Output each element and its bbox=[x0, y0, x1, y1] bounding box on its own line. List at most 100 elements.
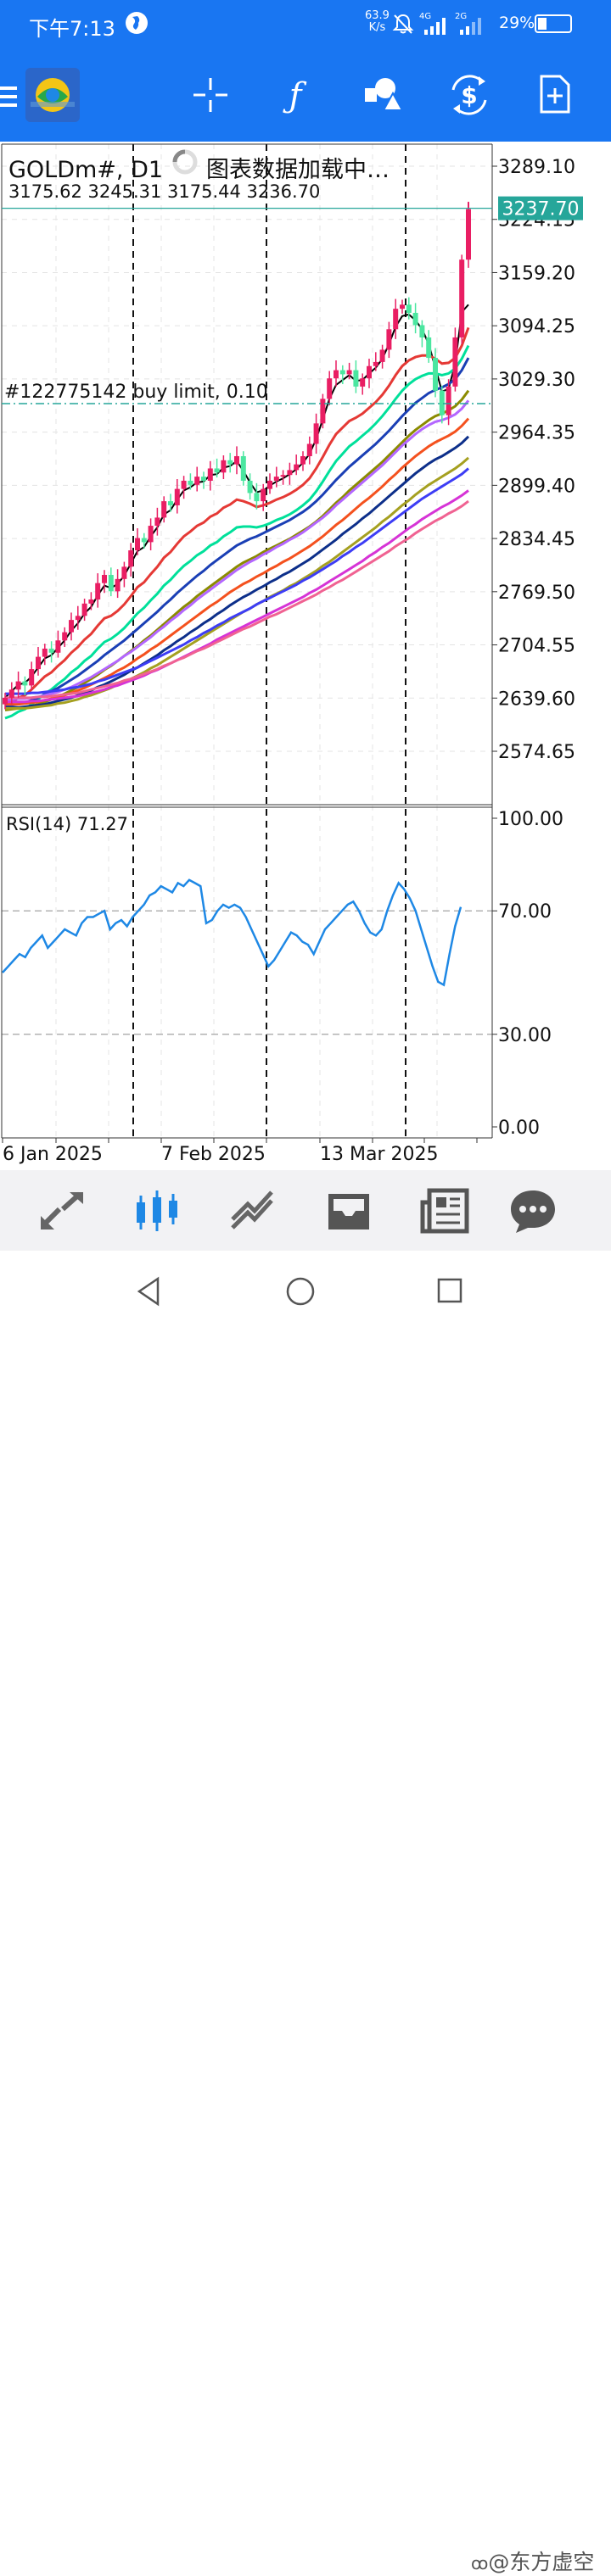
candle-body bbox=[95, 583, 101, 599]
candle-body bbox=[115, 578, 121, 592]
loading-text: 图表数据加载中… bbox=[206, 157, 390, 183]
candle-body bbox=[452, 337, 458, 387]
moving-average-line bbox=[4, 304, 469, 699]
home-icon[interactable] bbox=[285, 1276, 316, 1307]
current-price-tag bbox=[498, 196, 583, 220]
current-price-text: 3237.70 bbox=[502, 199, 580, 220]
signal-4g-icon: 4G bbox=[419, 12, 448, 36]
candle-body bbox=[214, 468, 220, 473]
candle-body bbox=[419, 325, 425, 337]
moving-average-line bbox=[5, 399, 470, 701]
candle-body bbox=[207, 468, 213, 481]
candle-body bbox=[373, 361, 378, 366]
moving-average-line bbox=[4, 326, 470, 707]
trade-tab-icon[interactable] bbox=[226, 1185, 280, 1236]
moving-average-line bbox=[5, 417, 470, 706]
candle-body bbox=[141, 538, 147, 543]
candle-body bbox=[459, 259, 465, 337]
mt-logo-icon[interactable] bbox=[25, 68, 80, 122]
candle-body bbox=[121, 566, 127, 579]
price-axis-label: 3094.25 bbox=[498, 316, 575, 337]
status-time: 下午7:13 bbox=[29, 17, 115, 41]
symbol-dollar-icon[interactable]: $ bbox=[448, 75, 490, 115]
battery-icon bbox=[535, 14, 572, 33]
news-tab-icon[interactable] bbox=[418, 1185, 472, 1236]
date-label-1: 6 Jan 2025 bbox=[3, 1144, 103, 1165]
candle-body bbox=[15, 681, 21, 690]
rsi-axis-label: 30.00 bbox=[498, 1025, 552, 1046]
candle-body bbox=[168, 501, 173, 505]
price-axis-label: 3029.30 bbox=[498, 370, 575, 391]
weibo-logo-icon: ꝏ bbox=[471, 2553, 489, 2573]
recents-icon[interactable] bbox=[436, 1277, 463, 1304]
candle-body bbox=[439, 390, 445, 415]
loading-spinner-icon bbox=[172, 149, 198, 175]
mute-icon bbox=[392, 14, 414, 34]
candle-body bbox=[386, 329, 392, 350]
signal-2g-icon: 2G bbox=[455, 12, 484, 36]
candle-body bbox=[400, 304, 405, 309]
candle-body bbox=[3, 697, 8, 705]
crosshair-icon[interactable] bbox=[192, 76, 229, 114]
price-axis-label: 2574.65 bbox=[498, 742, 575, 763]
candle-body bbox=[227, 460, 233, 465]
candle-body bbox=[446, 386, 451, 415]
candle-body bbox=[433, 358, 438, 391]
candle-body bbox=[313, 423, 319, 444]
rsi-axis-label: 70.00 bbox=[498, 901, 552, 923]
candle-body bbox=[247, 480, 253, 493]
menu-icon[interactable] bbox=[0, 85, 19, 109]
order-label: #122775142 buy limit, 0.10 bbox=[4, 382, 268, 403]
candle-body bbox=[294, 464, 300, 471]
network-speed: 63.9 K/s bbox=[365, 10, 390, 34]
status-bar: 下午7:13 63.9 K/s 4G 2G 29% bbox=[0, 0, 611, 47]
candle-body bbox=[267, 480, 272, 489]
candle-body bbox=[8, 689, 14, 698]
price-chart[interactable]: 3289.103224.153159.203094.253029.302964.… bbox=[0, 142, 611, 1170]
objects-icon[interactable] bbox=[363, 76, 402, 112]
moving-average-line bbox=[5, 435, 470, 709]
back-icon[interactable] bbox=[136, 1276, 161, 1307]
price-axis-label: 2769.50 bbox=[498, 583, 575, 604]
candle-body bbox=[240, 455, 246, 481]
quotes-tab-icon[interactable] bbox=[34, 1185, 88, 1236]
moving-average-line bbox=[4, 357, 470, 707]
price-axis-label: 2899.40 bbox=[498, 476, 575, 497]
rsi-line bbox=[2, 878, 462, 987]
candle-body bbox=[426, 337, 432, 359]
chat-tab-icon[interactable] bbox=[506, 1185, 560, 1236]
candle-body bbox=[379, 349, 385, 362]
battery-percent: 29% bbox=[499, 14, 535, 32]
battery-fill bbox=[538, 18, 547, 30]
candle-body bbox=[181, 480, 187, 489]
candle-body bbox=[161, 501, 167, 518]
chart-area[interactable]: 3289.10 3224.15 3159.20 3094.25 3029.30 2964.… bbox=[0, 142, 611, 1170]
new-order-icon[interactable] bbox=[538, 73, 572, 115]
candle-body bbox=[128, 550, 134, 567]
candle-body bbox=[261, 488, 266, 502]
history-tab-icon[interactable] bbox=[322, 1185, 376, 1236]
candle-body bbox=[148, 526, 154, 543]
rsi-label: RSI(14) 71.27 bbox=[6, 814, 128, 834]
candle-body bbox=[273, 477, 279, 481]
candle-body bbox=[154, 517, 160, 527]
price-axis-label: 2639.60 bbox=[498, 689, 575, 710]
candle-body bbox=[412, 312, 418, 326]
bottom-nav bbox=[0, 1170, 611, 1251]
watermark: ꝏ@东方虚空 bbox=[471, 2550, 595, 2574]
price-axis-label: 3289.10 bbox=[498, 157, 575, 178]
candle-body bbox=[406, 304, 412, 313]
candle-body bbox=[36, 656, 41, 670]
candle-body bbox=[108, 575, 114, 592]
moving-average-line bbox=[5, 467, 469, 695]
price-axis-label: 2964.35 bbox=[498, 423, 575, 444]
chart-tab-icon[interactable] bbox=[130, 1185, 184, 1236]
svg-text:$: $ bbox=[461, 81, 477, 109]
candle-body bbox=[81, 603, 87, 616]
candle-body bbox=[221, 460, 227, 473]
candle-body bbox=[327, 378, 333, 399]
candle-body bbox=[75, 616, 81, 621]
indicator-f-icon[interactable]: ƒ bbox=[289, 76, 302, 115]
candle-body bbox=[69, 620, 74, 633]
candle-body bbox=[320, 399, 326, 424]
